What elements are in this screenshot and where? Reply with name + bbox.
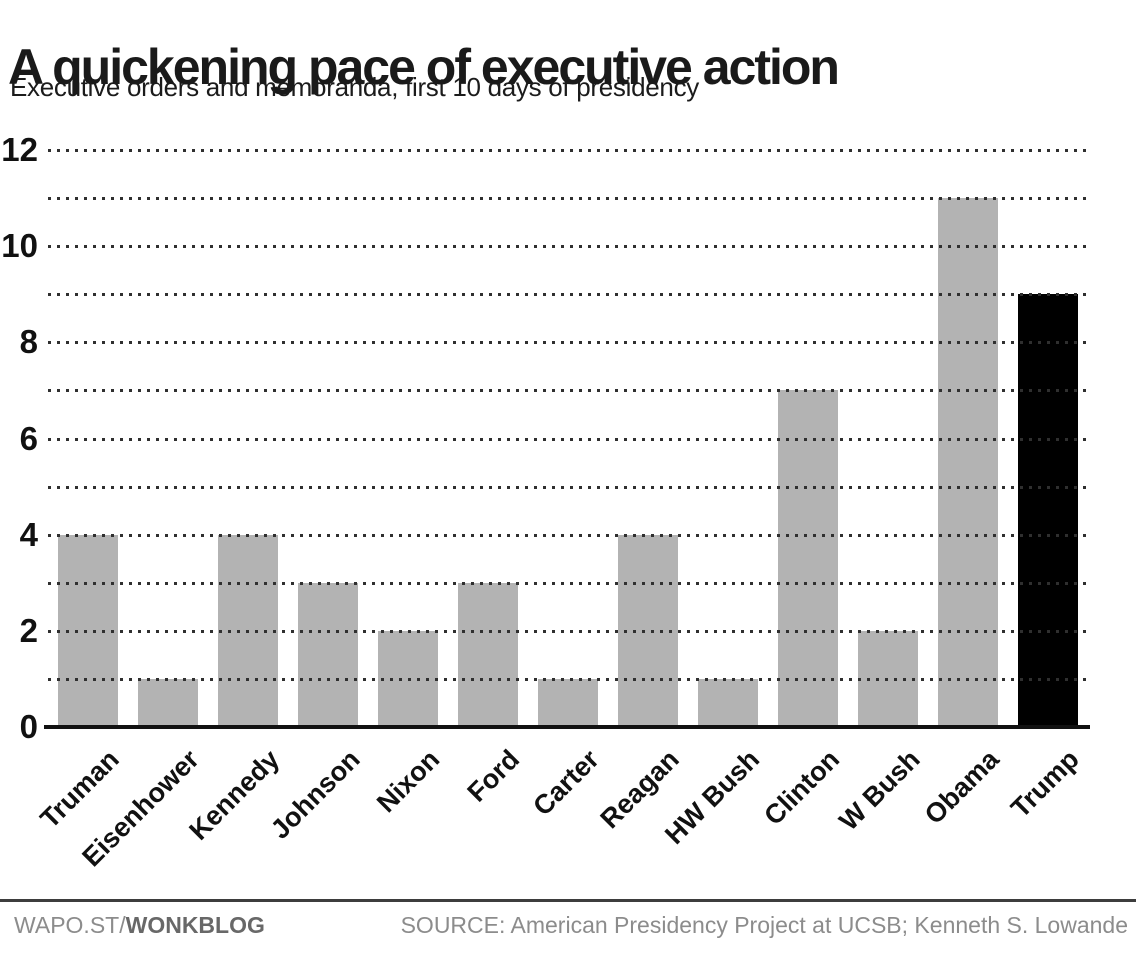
x-tick-label-w-bush: W Bush	[832, 744, 926, 837]
bar-clinton	[778, 390, 838, 727]
y-tick-label-12: 12	[1, 131, 38, 169]
x-tick-label-carter: Carter	[527, 744, 606, 822]
gridline-9	[48, 293, 1090, 297]
footer-source: SOURCE: American Presidency Project at U…	[400, 912, 1128, 938]
chart-subtitle: Executive orders and memoranda, first 10…	[10, 72, 699, 102]
gridline-8	[48, 341, 1090, 345]
bar-carter	[538, 678, 598, 727]
gridline-5	[48, 485, 1090, 489]
x-tick-label-obama: Obama	[919, 744, 1006, 830]
y-tick-label-6: 6	[19, 419, 38, 457]
gridline-1	[48, 677, 1090, 681]
chart-title: A quickening pace of executive action	[8, 38, 840, 95]
footer-brand-wonkblog: WONKBLOG	[125, 912, 265, 938]
bar-hw-bush	[698, 678, 758, 727]
gridline-12	[48, 149, 1090, 153]
x-axis-line	[44, 725, 1090, 729]
bar-eisenhower	[138, 678, 198, 727]
gridline-7	[48, 389, 1090, 393]
gridline-11	[48, 197, 1090, 201]
gridline-3	[48, 581, 1090, 585]
y-tick-label-10: 10	[1, 227, 38, 265]
y-tick-label-8: 8	[19, 323, 38, 361]
bar-obama	[938, 198, 998, 727]
bar-trump	[1018, 294, 1078, 727]
bar-ford	[458, 582, 518, 727]
y-tick-label-0: 0	[19, 708, 38, 745]
y-tick-label-4: 4	[19, 515, 38, 553]
gridline-6	[48, 437, 1090, 441]
x-tick-label-trump: Trump	[1005, 744, 1086, 824]
x-tick-label-ford: Ford	[461, 744, 526, 808]
bar-johnson	[298, 582, 358, 727]
y-tick-label-2: 2	[19, 611, 38, 649]
gridline-10	[48, 245, 1090, 249]
x-tick-label-clinton: Clinton	[758, 744, 846, 831]
x-tick-label-nixon: Nixon	[370, 744, 446, 819]
footer-divider	[0, 899, 1136, 902]
footer-brand: WAPO.ST/WONKBLOG	[14, 912, 265, 939]
gridline-4	[48, 533, 1090, 537]
gridline-2	[48, 629, 1090, 633]
footer-brand-prefix: WAPO.ST/	[14, 912, 126, 938]
